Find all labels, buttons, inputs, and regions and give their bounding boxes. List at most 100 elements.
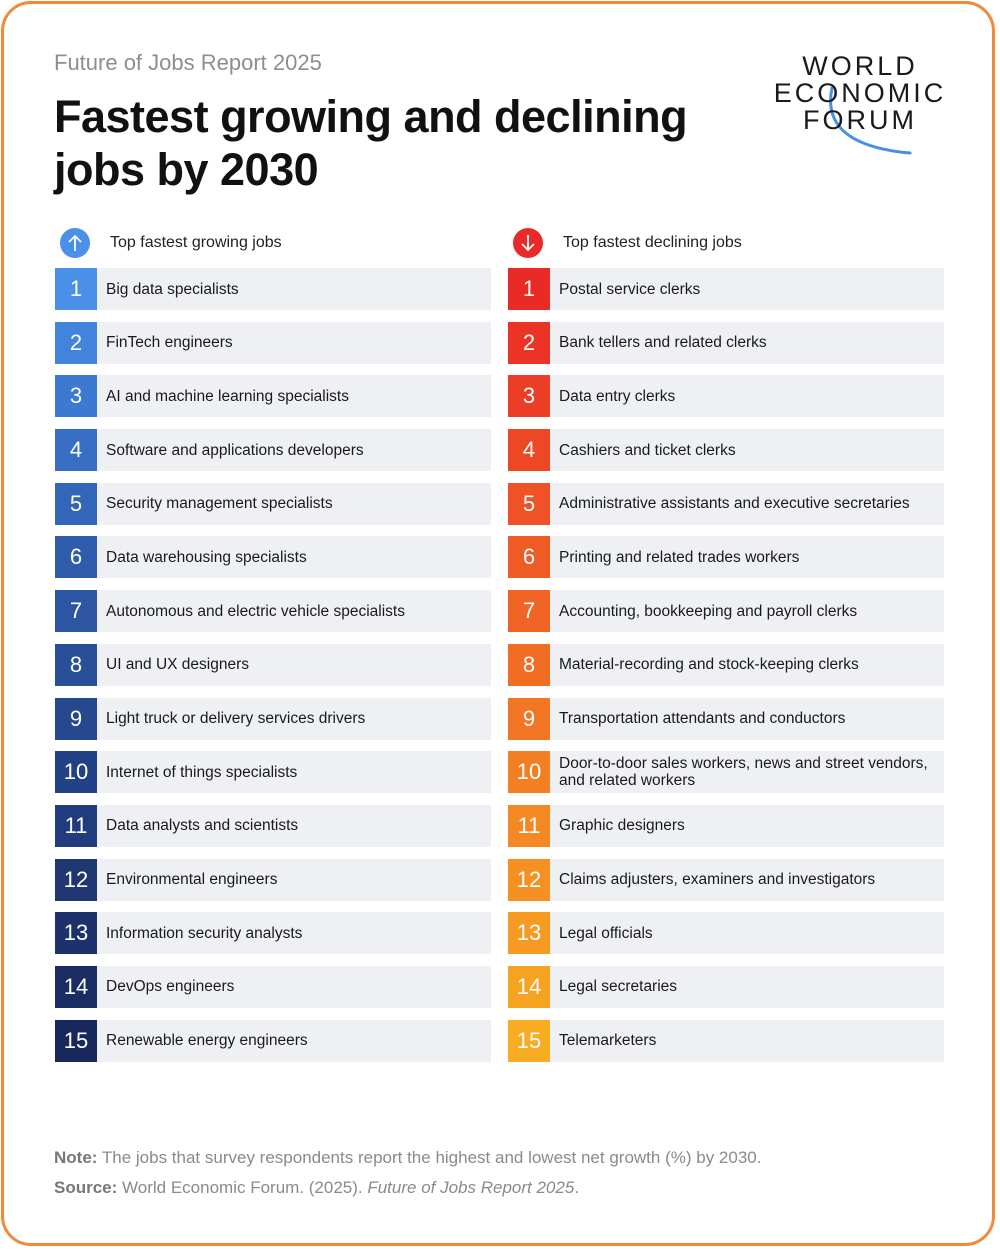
declining-rank-badge: 14: [508, 965, 550, 1008]
note-label: Note:: [54, 1148, 98, 1167]
logo-line-3: FORUM: [803, 105, 917, 135]
growing-job-title: UI and UX designers: [106, 656, 250, 674]
declining-job-row: 12 Claims adjusters, examiners and invest…: [508, 858, 944, 901]
growing-job-title: Autonomous and electric vehicle speciali…: [106, 602, 405, 620]
logo-line-1: WORLD: [802, 51, 918, 81]
declining-rank-badge: 15: [508, 1019, 550, 1062]
declining-job-row: 3 Data entry clerks: [508, 375, 944, 418]
declining-job-title: Legal secretaries: [559, 978, 678, 996]
growing-job-title: Internet of things specialists: [106, 763, 298, 781]
title-line-1: Fastest growing and declining: [54, 91, 688, 142]
footer-note: Note: The jobs that survey respondents r…: [54, 1148, 761, 1168]
wef-logo: WORLD ECONOMIC FORUM: [760, 50, 960, 160]
growing-job-title: Renewable energy engineers: [106, 1032, 308, 1050]
declining-rank-badge: 12: [508, 858, 550, 901]
declining-job-row: 11 Graphic designers: [508, 804, 944, 847]
declining-rank-badge: 2: [508, 321, 550, 364]
declining-rank-badge: 6: [508, 536, 550, 579]
declining-job-title: Postal service clerks: [559, 280, 701, 298]
arrow-down-icon: [513, 228, 543, 258]
declining-job-row: 9 Transportation attendants and conductor…: [508, 697, 944, 740]
declining-header: Top fastest declining jobs: [513, 228, 742, 258]
declining-job-row: 1 Postal service clerks: [508, 268, 944, 310]
declining-job-title: Legal officials: [559, 924, 653, 942]
declining-job-row: 8 Material-recording and stock-keeping cl…: [508, 643, 944, 686]
source-text: World Economic Forum. (2025).: [117, 1178, 368, 1197]
declining-rank-badge: 11: [508, 804, 550, 847]
logo-line-2: ECONOMIC: [773, 78, 947, 108]
growing-job-row: 5 Security management specialists: [55, 482, 491, 525]
growing-job-title: Software and applications developers: [106, 441, 364, 459]
growing-rank-badge: 13: [55, 912, 97, 955]
declining-job-title: Door-to-door sales workers, news and str…: [559, 755, 928, 790]
growing-job-row: 3 AI and machine learning specialists: [55, 375, 491, 418]
growing-rank-badge: 14: [55, 965, 97, 1008]
declining-rank-badge: 10: [508, 751, 550, 794]
growing-rank-badge: 11: [55, 804, 97, 847]
declining-job-title: Administrative assistants and executive …: [559, 495, 910, 513]
growing-job-row: 12 Environmental engineers: [55, 858, 491, 901]
growing-job-row: 1 Big data specialists: [55, 268, 491, 310]
growing-rank-badge: 10: [55, 751, 97, 794]
source-label: Source:: [54, 1178, 118, 1197]
declining-rank-badge: 3: [508, 375, 550, 418]
declining-rank-badge: 4: [508, 429, 550, 472]
note-text: The jobs that survey respondents report …: [97, 1148, 762, 1167]
growing-job-row: 6 Data warehousing specialists: [55, 536, 491, 579]
declining-job-title: Printing and related trades workers: [559, 548, 800, 566]
declining-job-title: Graphic designers: [559, 817, 685, 835]
growing-job-title: AI and machine learning specialists: [106, 387, 349, 405]
growing-job-row: 4 Software and applications developers: [55, 429, 491, 472]
declining-job-title: Claims adjusters, examiners and investig…: [559, 871, 876, 889]
growing-job-title: Big data specialists: [106, 280, 239, 298]
title-line-2: jobs by 2030: [54, 144, 319, 195]
growing-rank-badge: 4: [55, 429, 97, 472]
declining-jobs-list: 1 Postal service clerks 2 Bank tellers and …: [508, 268, 944, 1073]
declining-job-row: 14 Legal secretaries: [508, 965, 944, 1008]
declining-heading: Top fastest declining jobs: [563, 234, 742, 251]
growing-job-row: 7 Autonomous and electric vehicle special…: [55, 590, 491, 633]
growing-rank-badge: 9: [55, 697, 97, 740]
declining-job-row: 6 Printing and related trades workers: [508, 536, 944, 579]
growing-rank-badge: 6: [55, 536, 97, 579]
growing-job-row: 11 Data analysts and scientists: [55, 804, 491, 847]
declining-rank-badge: 13: [508, 912, 550, 955]
declining-job-row: 7 Accounting, bookkeeping and payroll cle…: [508, 590, 944, 633]
page-title: Fastest growing and declining jobs by 20…: [54, 90, 734, 196]
growing-rank-badge: 1: [55, 268, 97, 310]
declining-job-title: Accounting, bookkeeping and payroll cler…: [559, 602, 858, 620]
declining-job-row: 13 Legal officials: [508, 912, 944, 955]
footer-source: Source: World Economic Forum. (2025). Fu…: [54, 1178, 579, 1198]
growing-job-row: 13 Information security analysts: [55, 912, 491, 955]
growing-rank-badge: 12: [55, 858, 97, 901]
growing-job-row: 2 FinTech engineers: [55, 321, 491, 364]
source-title: Future of Jobs Report 2025: [367, 1178, 575, 1197]
growing-rank-badge: 7: [55, 590, 97, 633]
declining-job-title: Telemarketers: [559, 1032, 657, 1050]
declining-rank-badge: 7: [508, 590, 550, 633]
declining-rank-badge: 5: [508, 482, 550, 525]
declining-job-title: Transportation attendants and conductors: [559, 710, 846, 727]
growing-job-title: Environmental engineers: [106, 871, 278, 889]
declining-job-row: 10 Door-to-door sales workers, news and s…: [508, 751, 944, 794]
logo-arc-icon: [829, 86, 912, 155]
declining-job-row: 2 Bank tellers and related clerks: [508, 321, 944, 364]
growing-rank-badge: 2: [55, 321, 97, 364]
declining-job-title: Bank tellers and related clerks: [559, 334, 767, 352]
source-end: .: [574, 1178, 580, 1197]
declining-job-row: 15 Telemarketers: [508, 1019, 944, 1062]
declining-job-row: 4 Cashiers and ticket clerks: [508, 429, 944, 472]
growing-job-title: Data analysts and scientists: [106, 817, 299, 835]
growing-job-title: Security management specialists: [106, 495, 333, 513]
report-subtitle: Future of Jobs Report 2025: [54, 50, 322, 75]
growing-job-title: Light truck or delivery services drivers: [106, 710, 366, 727]
growing-rank-badge: 15: [55, 1019, 97, 1062]
growing-rank-badge: 8: [55, 643, 97, 686]
declining-rank-badge: 9: [508, 697, 550, 740]
growing-heading: Top fastest growing jobs: [110, 234, 282, 251]
declining-rank-badge: 1: [508, 268, 550, 310]
declining-job-title: Cashiers and ticket clerks: [559, 441, 736, 459]
growing-job-title: Information security analysts: [106, 924, 303, 942]
growing-job-row: 15 Renewable energy engineers: [55, 1019, 491, 1062]
growing-job-title: FinTech engineers: [106, 334, 233, 352]
